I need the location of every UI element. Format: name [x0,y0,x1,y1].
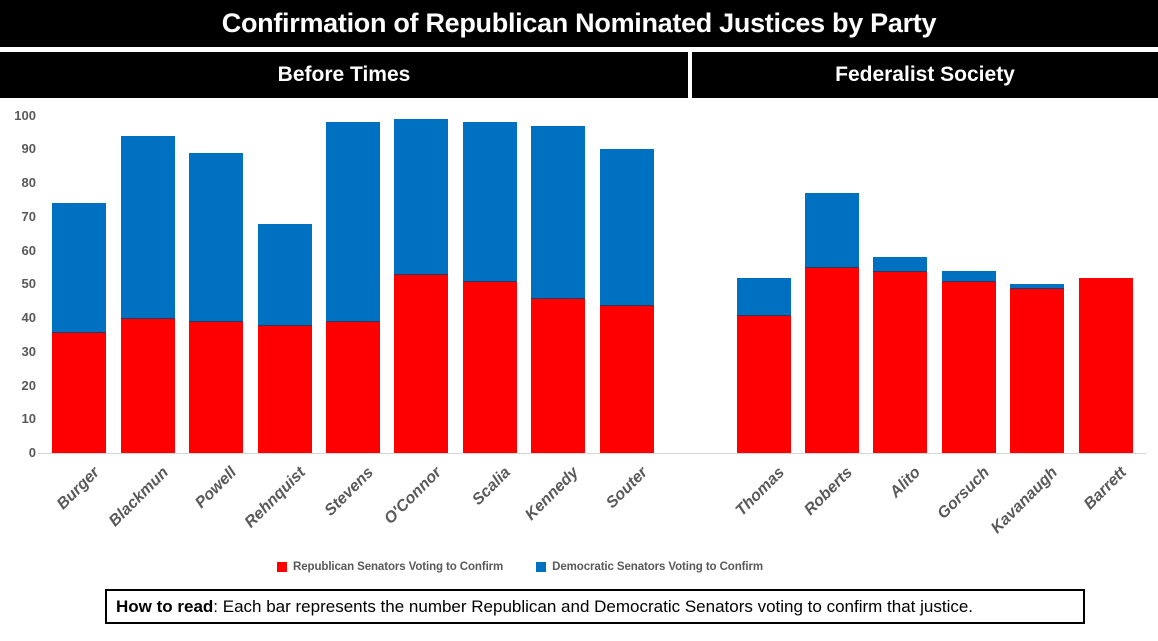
legend-item-republican: Republican Senators Voting to Confirm [277,561,503,573]
bar-republican-Gorsuch [941,280,996,453]
legend: Republican Senators Voting to Confirm De… [0,556,1040,578]
y-tick-label: 70 [21,208,36,224]
y-tick-label: 80 [21,175,36,190]
y-tick-label: 100 [14,107,36,123]
bar-democratic-Stevens [325,122,380,323]
legend-swatch-democratic-icon [536,562,547,572]
legend-label-democratic: Democratic Senators Voting to Confirm [552,561,763,573]
section-divider [688,52,692,98]
bar-republican-Barrett [1078,277,1133,453]
bar-democratic-Souter [599,149,654,306]
bar-republican-Roberts [805,267,860,453]
how-to-read-box: How to read: Each bar represents the num… [105,589,1085,624]
bar-democratic-Rehnquist [257,223,312,326]
bar-republican-Stevens [325,321,380,453]
how-to-read-bold-label: How to read [116,596,214,616]
legend-swatch-republican-icon [277,562,288,572]
legend-item-democratic: Democratic Senators Voting to Confirm [536,561,763,573]
bar-democratic-Roberts [805,193,860,269]
bar-democratic-Burger [52,203,107,333]
bar-democratic-Powell [189,152,244,323]
bar-democratic-Alito [873,257,928,272]
bar-republican-Blackmun [120,318,175,453]
y-tick-label: 50 [21,276,36,292]
y-tick-label: 0 [28,445,36,460]
x-axis-baseline [38,453,1146,454]
chart-title-bar: Confirmation of Republican Nominated Jus… [0,0,1158,47]
bar-democratic-Blackmun [120,135,175,319]
bar-democratic-Scalia [462,122,517,282]
y-tick-label: 60 [21,242,36,258]
bar-democratic-Kavanaugh [1010,284,1065,289]
bar-chart: 0 10 20 30 40 50 60 70 80 90 100 Burger Blackmun Powe… [0,100,1158,555]
y-tick-label: 90 [21,141,36,157]
legend-label-republican: Republican Senators Voting to Confirm [293,561,504,573]
bar-republican-Alito [873,270,928,453]
section-header-before-times: Before Times [0,52,688,98]
bar-republican-Kennedy [531,297,586,453]
section-header-federalist-society-label: Federalist Society [835,63,1015,86]
bar-democratic-Kennedy [531,125,586,299]
bar-republican-Powell [189,321,244,453]
bar-democratic-Thomas [736,277,791,316]
bar-democratic-O'Connor [394,118,449,276]
y-tick-label: 30 [21,343,36,359]
bar-republican-Souter [599,304,654,453]
bar-republican-Scalia [462,280,517,453]
bar-republican-O'Connor [394,274,449,453]
chart-title: Confirmation of Republican Nominated Jus… [221,8,937,38]
bar-democratic-Gorsuch [941,270,996,282]
y-tick-label: 20 [21,377,36,393]
section-header-federalist-society: Federalist Society [692,52,1158,98]
bar-republican-Thomas [736,314,791,453]
bar-republican-Rehnquist [257,324,312,453]
bar-republican-Burger [52,331,107,453]
y-tick-label: 10 [21,411,36,427]
bar-republican-Kavanaugh [1010,287,1065,453]
y-tick-label: 40 [21,310,36,325]
how-to-read-text: : Each bar represents the number Republi… [213,596,974,616]
section-header-before-times-label: Before Times [277,63,411,86]
